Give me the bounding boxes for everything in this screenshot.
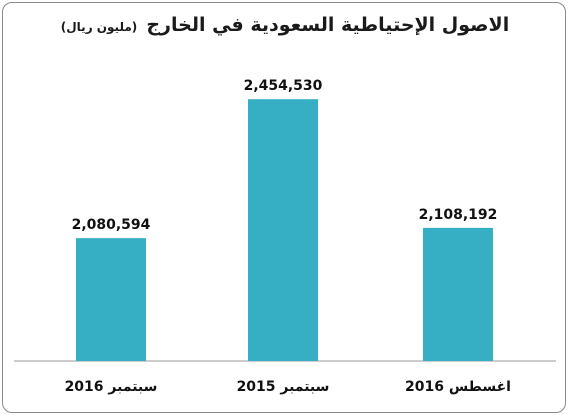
category-label-1: سبتمبر 2015 [237,379,330,395]
chart-subtitle: (مليون ريال) [60,20,138,34]
category-label-2: اغسطس 2016 [405,379,511,395]
bar-2 [423,227,493,361]
chart-title: الاصول الإحتياطية السعودية في الخارج [146,14,510,36]
data-label-0: 2,080,594 [72,217,151,233]
bar-1 [248,99,318,361]
data-label-2: 2,108,192 [419,207,498,223]
bar-0 [76,238,146,361]
category-label-0: سبتمبر 2016 [65,379,158,395]
chart-title-block: الاصول الإحتياطية السعودية في الخارج (مل… [40,14,530,36]
data-label-1: 2,454,530 [244,78,323,94]
